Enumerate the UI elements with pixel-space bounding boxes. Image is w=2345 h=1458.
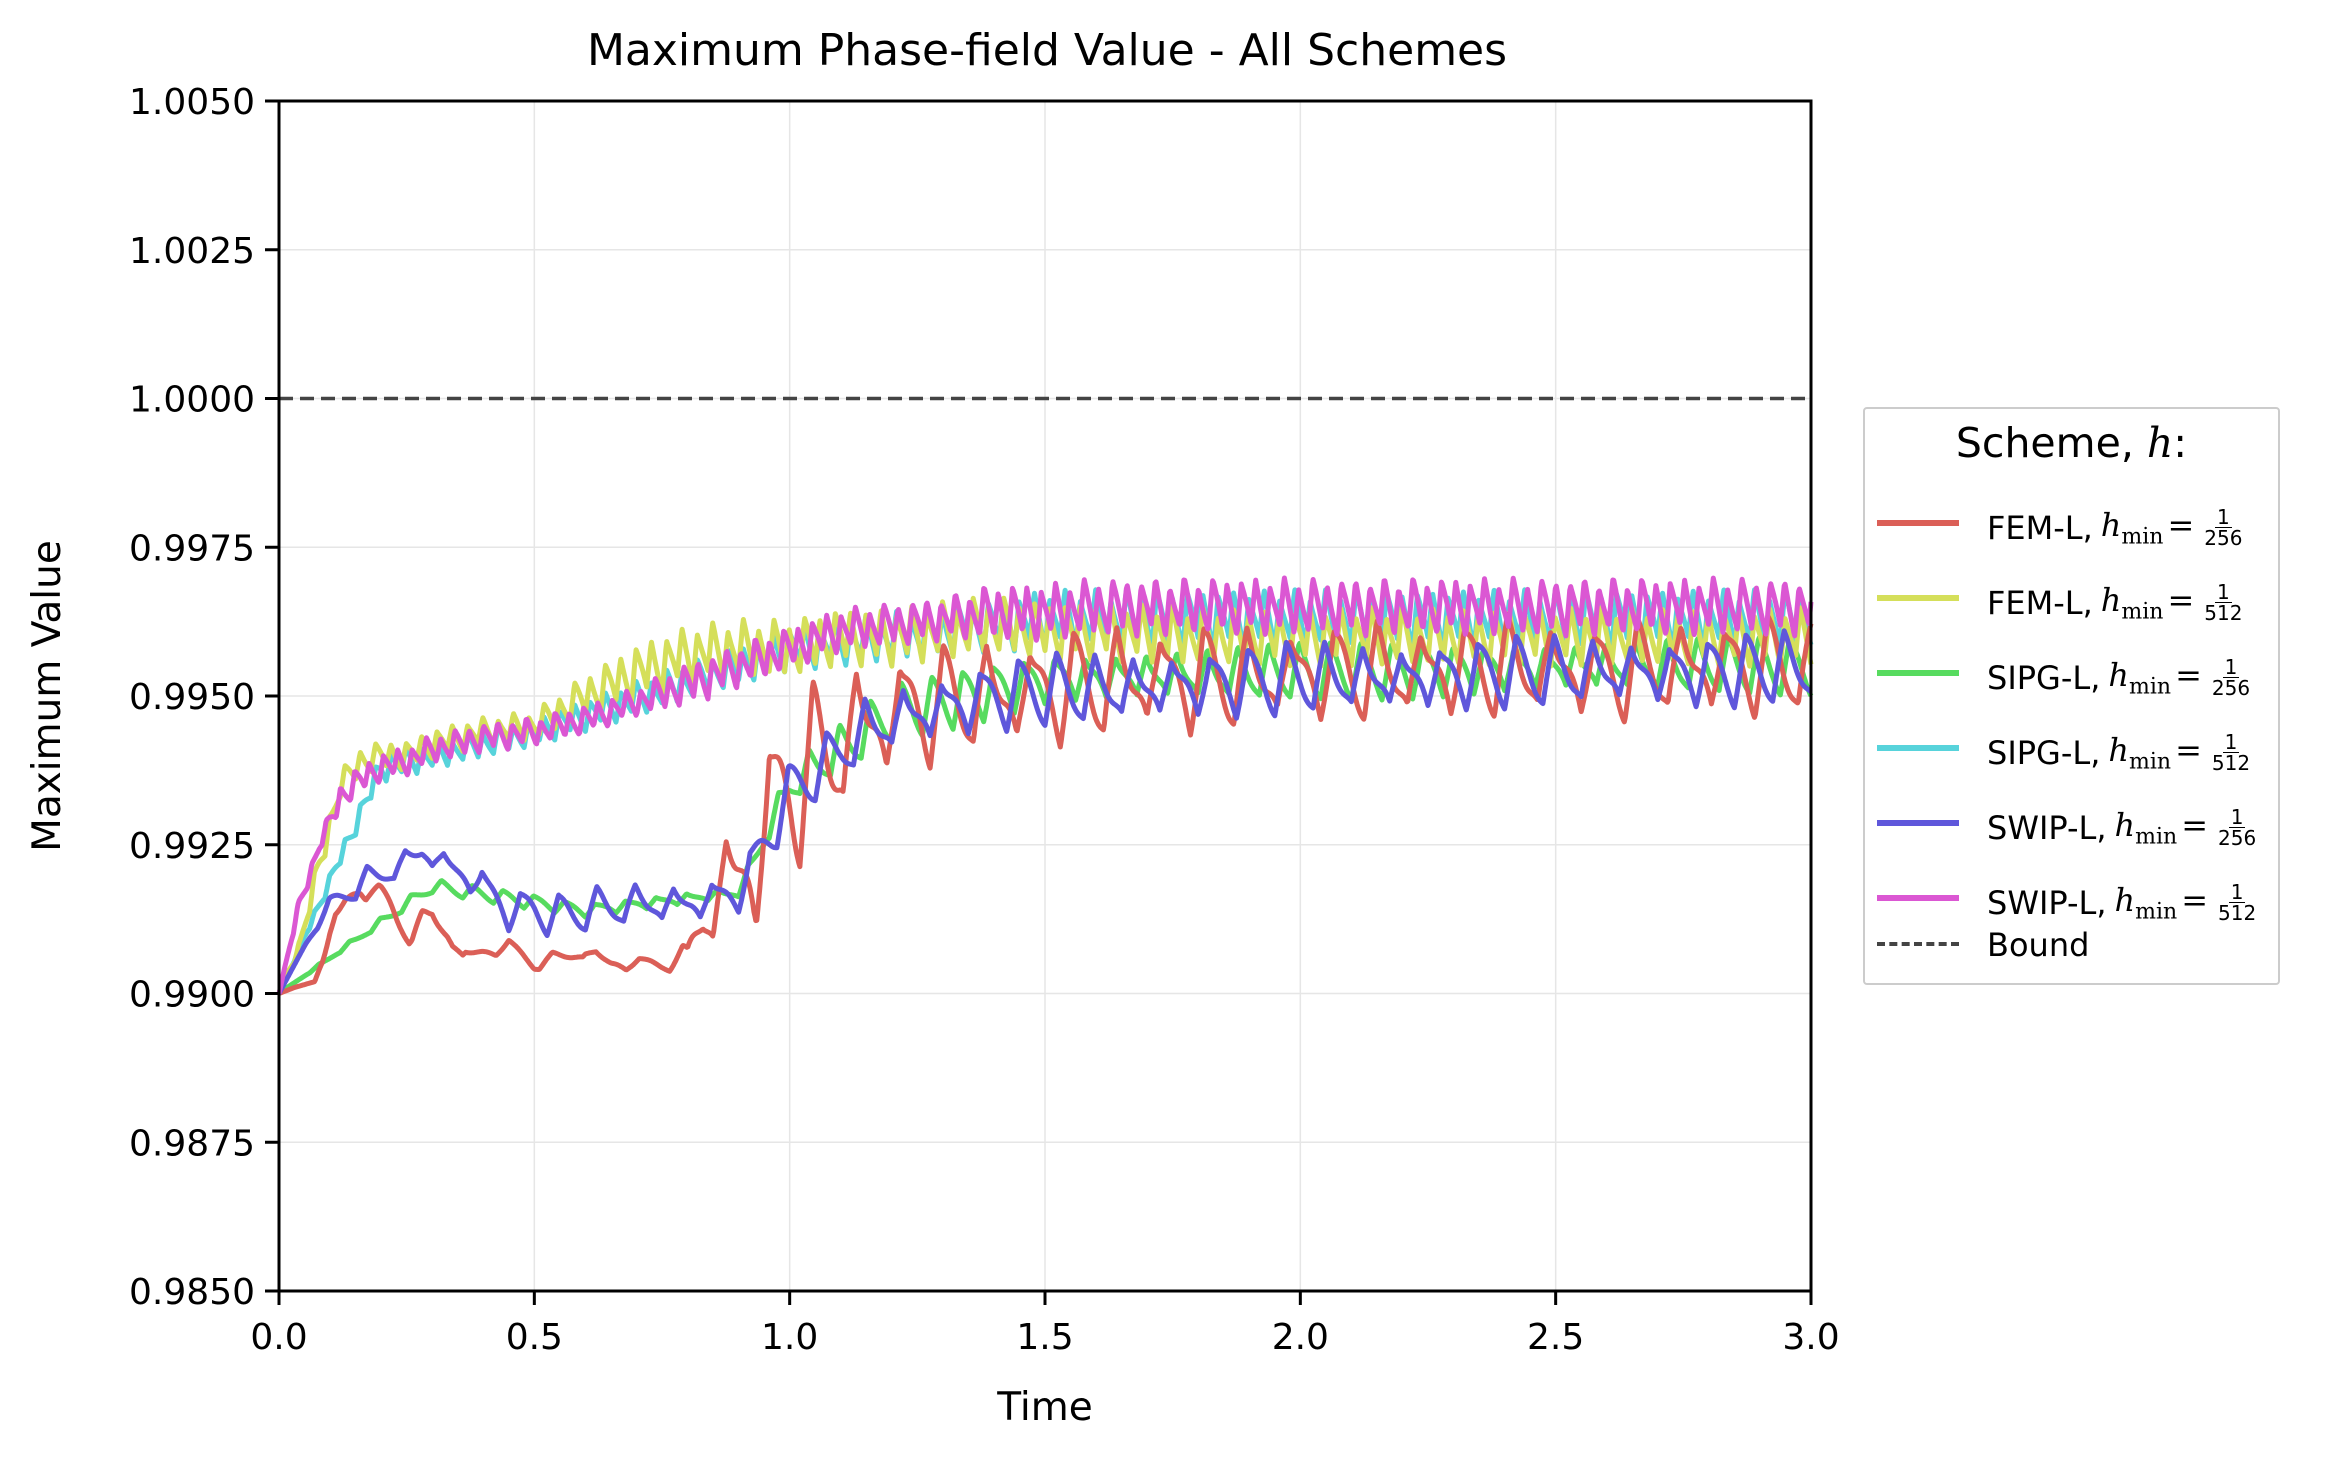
legend-item-bound: Bound: [1877, 918, 2277, 968]
x-tick-label: 2.0: [1272, 1317, 1329, 1358]
legend-label-bound: Bound: [1987, 926, 2090, 964]
legend-label: FEM-L, hmin = 1 256: [1987, 505, 2243, 551]
legend-swatch: [1877, 595, 1959, 601]
y-tick-label: 1.0000: [129, 380, 255, 421]
legend-title: Scheme, h:: [1955, 419, 2188, 467]
legend-swatch: [1877, 670, 1959, 676]
x-tick-label: 3.0: [1782, 1317, 1839, 1358]
series-line-sipg-l-256: [277, 634, 1814, 996]
y-tick-label: 0.9875: [129, 1123, 255, 1164]
legend-item: SIPG-L, hmin = 1 512: [1877, 723, 2277, 776]
legend: Scheme, h: FEM-L, hmin = 1 256 FEM-L, hmin = 1 51…: [1863, 407, 2280, 985]
y-axis: 0.9850 0.9875 0.9900 0.9925 0.9950 0.9975 1.00…: [129, 82, 279, 1313]
y-tick-label: 0.9975: [129, 528, 255, 569]
series-line-fem-l-256: [277, 612, 1814, 996]
y-tick-label: 1.0025: [129, 231, 255, 272]
legend-swatch: [1877, 745, 1959, 751]
legend-item: FEM-L, hmin = 1 256: [1877, 498, 2277, 551]
legend-item: SIPG-L, hmin = 1 256: [1877, 648, 2277, 701]
series-line-fem-l-512: [276, 595, 1814, 995]
legend-label: FEM-L, hmin = 1 512: [1987, 580, 2243, 626]
legend-label: SIPG-L, hmin = 1 256: [1987, 655, 2251, 701]
legend-item: SWIP-L, hmin = 1 256: [1877, 798, 2277, 851]
x-axis: 0.0 0.5 1.0 1.5 2.0 2.5 3.0: [250, 1291, 1840, 1358]
series-line-swip-l-512: [276, 575, 1814, 995]
legend-item: SWIP-L, hmin = 1 512: [1877, 873, 2277, 926]
legend-swatch: [1877, 820, 1959, 826]
legend-swatch: [1877, 895, 1959, 901]
y-tick-label: 0.9850: [129, 1272, 255, 1313]
chart-title: Maximum Phase-field Value - All Schemes: [587, 25, 1507, 76]
x-tick-label: 0.0: [250, 1317, 307, 1358]
legend-label: SWIP-L, hmin = 1 256: [1987, 805, 2257, 851]
x-tick-label: 1.0: [761, 1317, 818, 1358]
legend-swatch: [1877, 520, 1959, 526]
x-tick-label: 2.5: [1527, 1317, 1584, 1358]
y-tick-label: 0.9925: [129, 826, 255, 867]
legend-item: FEM-L, hmin = 1 512: [1877, 573, 2277, 626]
y-tick-label: 0.9950: [129, 677, 255, 718]
legend-label: SIPG-L, hmin = 1 512: [1987, 730, 2251, 776]
x-tick-label: 1.5: [1016, 1317, 1073, 1358]
y-tick-label: 1.0050: [129, 82, 255, 123]
series-line-swip-l-256: [276, 628, 1813, 995]
series-layer: [276, 575, 1814, 996]
x-axis-label: Time: [996, 1385, 1092, 1430]
y-axis-label: Maximum Value: [25, 540, 70, 852]
legend-swatch-bound: [1877, 942, 1959, 946]
legend-label: SWIP-L, hmin = 1 512: [1987, 880, 2257, 926]
y-tick-label: 0.9900: [129, 975, 255, 1016]
x-tick-label: 0.5: [506, 1317, 563, 1358]
